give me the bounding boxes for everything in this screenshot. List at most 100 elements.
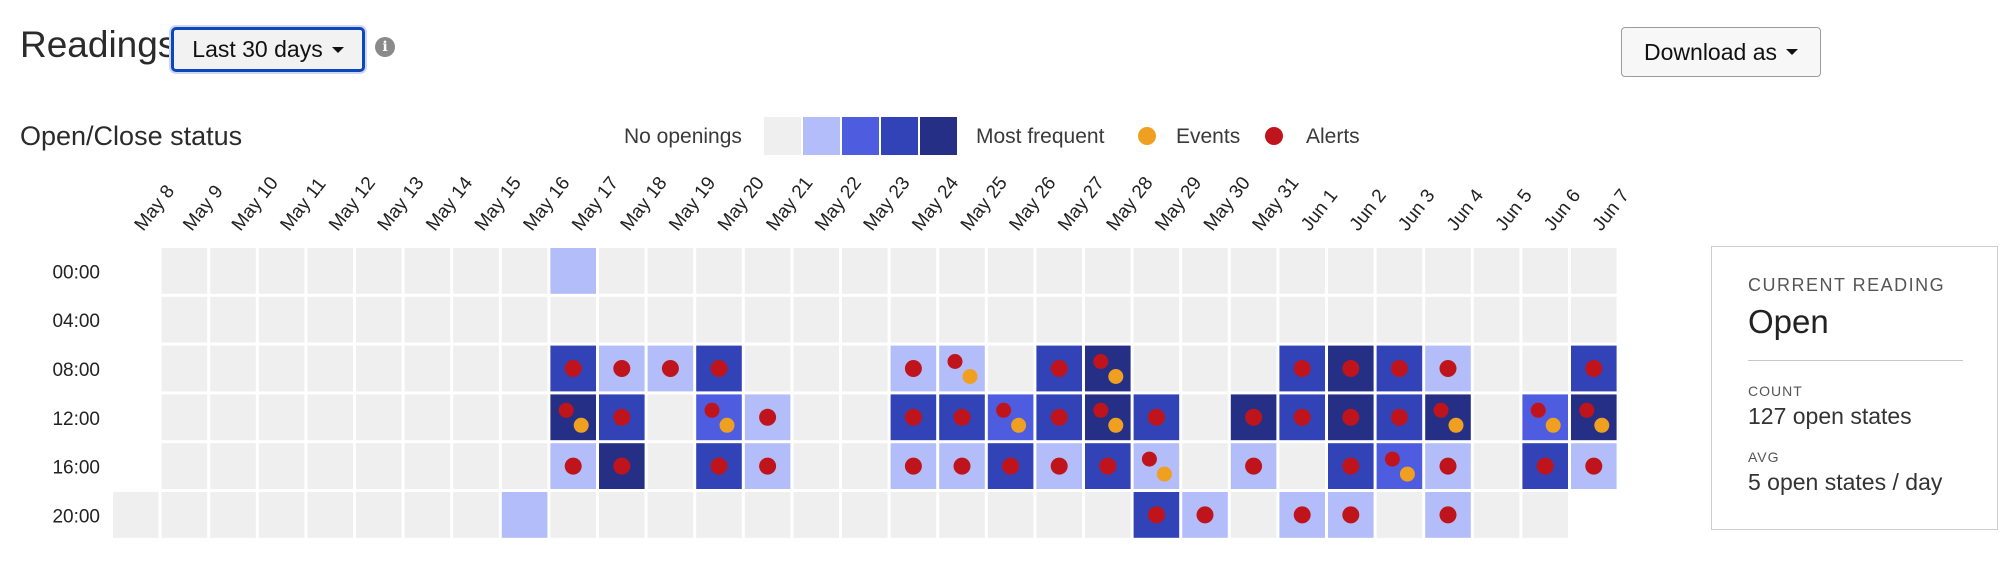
x-tick-label: Jun 4: [1443, 185, 1488, 235]
heatmap-cell: [987, 248, 1034, 294]
legend-events-label: Events: [1176, 125, 1241, 148]
heatmap-cell: [939, 296, 985, 343]
heatmap-cell: [1522, 345, 1568, 392]
heatmap-cell: [1230, 345, 1277, 392]
alert-marker: [1147, 408, 1165, 426]
event-marker: [719, 417, 735, 433]
heatmap-cell: [793, 345, 839, 392]
alert-marker: [1342, 360, 1360, 377]
heatmap-cell: [1036, 296, 1082, 343]
heatmap-cell: [793, 443, 839, 489]
heatmap-cell: [1133, 248, 1180, 294]
alert-marker: [1293, 408, 1311, 426]
heatmap-cell: [744, 492, 791, 538]
heatmap-cell: [404, 492, 451, 538]
heatmap-cell: [1182, 443, 1228, 489]
x-tick-label: May 27: [1054, 173, 1109, 235]
heatmap-cell: [550, 248, 596, 294]
heatmap-cell: [210, 296, 256, 343]
alert-marker: [1002, 457, 1020, 475]
heatmap-cell: [842, 248, 888, 294]
alert-marker: [953, 457, 971, 475]
heatmap-cell: [453, 248, 499, 294]
date-range-dropdown[interactable]: Last 30 days: [171, 27, 365, 72]
heatmap-cell: [939, 345, 985, 392]
heatmap-cell: [1425, 248, 1471, 294]
alert-marker: [1342, 457, 1360, 475]
alert-marker: [1579, 402, 1595, 418]
heatmap-cell: [1473, 443, 1520, 489]
heatmap-cell: [161, 296, 208, 343]
heatmap-cell: [501, 443, 548, 489]
alert-marker: [710, 457, 728, 475]
x-tick-label: May 24: [908, 173, 963, 235]
heatmap-cell: [987, 296, 1034, 343]
alert-marker: [613, 360, 631, 377]
legend-low-label: No openings: [624, 125, 742, 148]
heatmap-cell: [647, 443, 694, 489]
heatmap-cell: [1571, 248, 1617, 294]
heatmap-cell: [793, 394, 839, 441]
chevron-down-icon: [1785, 49, 1798, 55]
heatmap-cell: [696, 248, 742, 294]
alert-marker: [1141, 451, 1157, 467]
alert-marker: [904, 457, 922, 475]
heatmap-cell: [890, 248, 937, 294]
alert-marker: [1293, 506, 1311, 524]
download-as-button[interactable]: Download as: [1621, 27, 1821, 77]
heatmap-cell: [356, 248, 402, 294]
heatmap-cell: [1522, 492, 1568, 538]
panel-divider: [1748, 360, 1963, 361]
x-tick-label: May 26: [1005, 173, 1060, 235]
heatmap-cell: [696, 394, 742, 441]
heatmap-cell: [404, 443, 451, 489]
alert-marker: [1384, 451, 1400, 467]
heatmap-cell: [1571, 296, 1617, 343]
heatmap-cell: [210, 248, 256, 294]
x-tick-label: May 8: [131, 181, 179, 235]
heatmap-cell: [1279, 443, 1325, 489]
alert-marker: [947, 354, 963, 369]
date-range-label: Last 30 days: [192, 36, 323, 62]
heatmap-cell: [842, 492, 888, 538]
heatmap-cell: [696, 296, 742, 343]
heatmap-cell: [987, 345, 1034, 392]
heatmap-cell: [842, 345, 888, 392]
alert-marker: [1390, 408, 1408, 426]
y-tick-label: 00:00: [52, 262, 100, 283]
heatmap-cell: [258, 492, 305, 538]
heatmap-cell: [1085, 296, 1131, 343]
chart-title: Open/Close status: [20, 121, 243, 151]
heatmap-cell: [793, 248, 839, 294]
heatmap-cell: [1425, 394, 1471, 441]
x-tick-label: May 20: [714, 173, 769, 235]
alert-marker: [1439, 360, 1457, 377]
event-marker: [1108, 369, 1124, 384]
heatmap-cell: [258, 443, 305, 489]
heatmap-cell: [550, 492, 596, 538]
heatmap-cell: [1522, 394, 1568, 441]
alert-marker: [1050, 360, 1068, 377]
heatmap-cell: [744, 345, 791, 392]
heatmap-cell: [307, 296, 353, 343]
heatmap-cell: [307, 248, 353, 294]
heatmap-cell: [793, 492, 839, 538]
heatmap-cell: [1328, 296, 1374, 343]
heatmap-cell: [744, 296, 791, 343]
heatmap-cell: [1376, 492, 1423, 538]
chevron-down-icon: [331, 46, 344, 53]
heatmap-cell: [1230, 296, 1277, 343]
heatmap-cell: [1085, 394, 1131, 441]
heatmap-cell: [113, 492, 159, 538]
heatmap-cell: [793, 296, 839, 343]
heatmap-cell: [1085, 492, 1131, 538]
info-icon[interactable]: i: [375, 37, 395, 57]
heatmap-cell: [356, 443, 402, 489]
x-tick-label: May 13: [374, 173, 429, 235]
alert-marker: [1439, 506, 1457, 524]
x-tick-label: May 12: [325, 173, 380, 235]
heatmap-cell: [1085, 345, 1131, 392]
alert-marker: [1196, 506, 1214, 524]
x-tick-label: May 11: [276, 174, 330, 235]
heatmap-cell: [501, 492, 548, 538]
